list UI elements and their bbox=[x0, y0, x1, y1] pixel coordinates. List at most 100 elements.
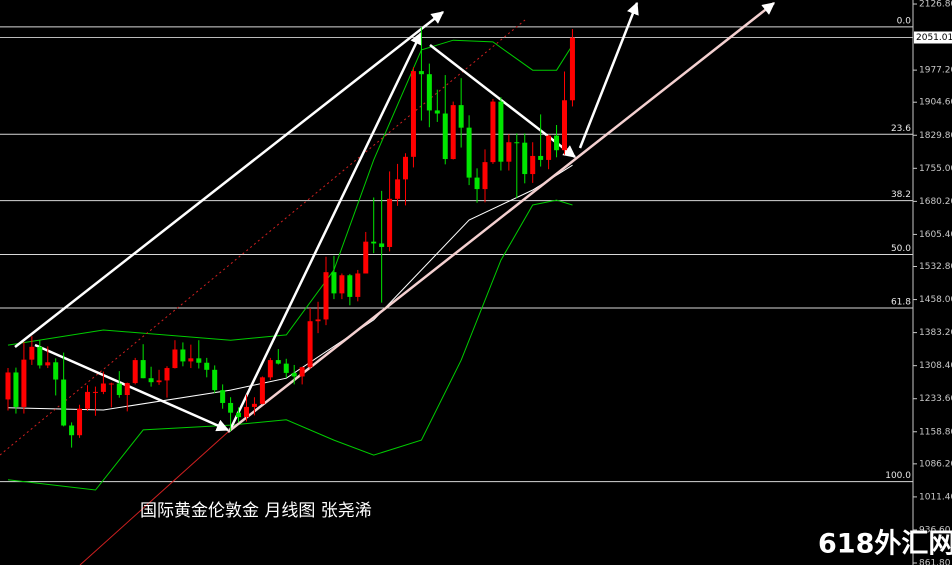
candle-body bbox=[85, 391, 90, 409]
candle-body bbox=[37, 346, 43, 366]
candle-body bbox=[522, 142, 528, 175]
y-tick-label: 1829.80 bbox=[919, 131, 952, 141]
candle-body bbox=[418, 71, 424, 75]
y-tick-label: 1233.60 bbox=[919, 394, 952, 404]
candle-body bbox=[506, 142, 512, 162]
candle-body bbox=[403, 156, 408, 180]
candle-body bbox=[434, 110, 440, 114]
fib-label: 38.2 bbox=[891, 190, 911, 200]
candle-body bbox=[29, 346, 35, 360]
candle-body bbox=[156, 380, 162, 383]
watermark: 618外汇网 bbox=[818, 529, 952, 560]
y-tick-label: 1308.40 bbox=[919, 361, 952, 371]
y-tick-label: 1755.00 bbox=[919, 164, 952, 174]
candle-body bbox=[299, 367, 305, 377]
candle-body bbox=[148, 378, 154, 383]
fib-label: 61.8 bbox=[891, 297, 911, 307]
candle-body bbox=[140, 360, 146, 379]
candle-body bbox=[180, 349, 186, 362]
y-tick-label: 1086.20 bbox=[919, 459, 952, 469]
candle-body bbox=[259, 377, 265, 404]
y-tick-label: 861.80 bbox=[919, 559, 951, 565]
candle-body bbox=[267, 360, 273, 378]
candle-body bbox=[132, 360, 138, 384]
indicator-line bbox=[7, 199, 573, 491]
candle-body bbox=[546, 135, 552, 160]
candle-body bbox=[331, 272, 337, 294]
candle-body bbox=[77, 408, 83, 436]
candle-body bbox=[490, 101, 496, 163]
y-tick-label: 1977.20 bbox=[919, 66, 952, 76]
candle-body bbox=[387, 198, 393, 247]
candle-body bbox=[5, 372, 11, 400]
candle-body bbox=[212, 369, 218, 391]
y-tick-label: 2126.80 bbox=[919, 0, 952, 10]
candle-body bbox=[530, 155, 536, 175]
candle-body bbox=[315, 319, 321, 322]
y-tick-label: 1680.20 bbox=[919, 197, 952, 207]
channel-line bbox=[79, 431, 229, 565]
channel-line bbox=[0, 19, 526, 456]
fib-label: 23.6 bbox=[891, 124, 911, 134]
candle-body bbox=[371, 241, 377, 244]
y-tick-label: 1904.60 bbox=[919, 98, 952, 108]
arrow bbox=[14, 11, 444, 348]
caption: 国际黄金伦敦金 月线图 张尧浠 bbox=[140, 501, 372, 521]
fib-label: 0.0 bbox=[897, 16, 912, 26]
candle-body bbox=[92, 391, 98, 393]
grid-layer: 0.0 23.6 38.2 50.0 61.8 100.0 bbox=[0, 16, 913, 483]
candle-body bbox=[283, 363, 289, 373]
candle-body bbox=[236, 412, 242, 418]
candle-body bbox=[100, 383, 106, 392]
indicator-line bbox=[7, 39, 573, 346]
fib-label: 50.0 bbox=[891, 244, 911, 254]
candle-body bbox=[355, 273, 361, 297]
candle-body bbox=[514, 142, 520, 144]
y-tick-label: 1011.40 bbox=[919, 492, 952, 502]
arrow bbox=[228, 31, 423, 431]
candle-body bbox=[538, 155, 544, 160]
y-tick-label: 1532.80 bbox=[919, 262, 952, 272]
candle-body bbox=[251, 403, 257, 407]
candle-body bbox=[172, 349, 178, 369]
y-tick-label: 1605.40 bbox=[919, 230, 952, 240]
candle-body bbox=[379, 243, 385, 247]
candle-body bbox=[562, 100, 567, 151]
y-tick-label: 1458.00 bbox=[919, 295, 952, 305]
candle-body bbox=[244, 406, 249, 418]
candle-body bbox=[339, 275, 345, 294]
candle-body bbox=[498, 101, 504, 162]
candle-body bbox=[410, 71, 416, 157]
candle-body bbox=[363, 241, 369, 274]
arrow bbox=[578, 1, 639, 149]
candle-body bbox=[323, 272, 329, 320]
candle-body bbox=[61, 379, 67, 426]
candle-body bbox=[188, 358, 194, 362]
candle-body bbox=[347, 275, 353, 297]
candle-body bbox=[426, 74, 432, 111]
fib-label: 100.0 bbox=[885, 471, 911, 481]
last-price-box bbox=[914, 31, 952, 44]
y-tick-label: 1158.80 bbox=[919, 427, 952, 437]
last-price-label: 2051.01 bbox=[916, 33, 952, 43]
axis-layer: 2126.80 1977.20 1904.60 1829.80 1755.00 1680.… bbox=[913, 0, 952, 565]
candle-body bbox=[554, 135, 560, 151]
candle-body bbox=[482, 162, 488, 190]
arrow bbox=[34, 343, 230, 432]
y-tick-label: 936.60 bbox=[919, 525, 951, 535]
candle-body bbox=[220, 390, 226, 403]
candle-body bbox=[116, 383, 122, 396]
candle-body bbox=[69, 425, 75, 436]
candle-body bbox=[108, 383, 114, 385]
candle-body bbox=[21, 359, 27, 407]
indicator-line bbox=[7, 164, 573, 411]
arrow bbox=[227, 2, 775, 433]
candle-body bbox=[275, 360, 281, 364]
candle-body bbox=[569, 37, 575, 101]
candle-body bbox=[458, 105, 464, 128]
candle-body bbox=[395, 179, 401, 199]
candle-body bbox=[13, 372, 19, 407]
candle-layer bbox=[5, 26, 575, 448]
